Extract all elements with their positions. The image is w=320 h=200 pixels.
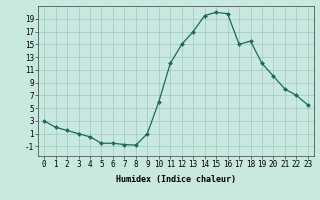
X-axis label: Humidex (Indice chaleur): Humidex (Indice chaleur) — [116, 175, 236, 184]
